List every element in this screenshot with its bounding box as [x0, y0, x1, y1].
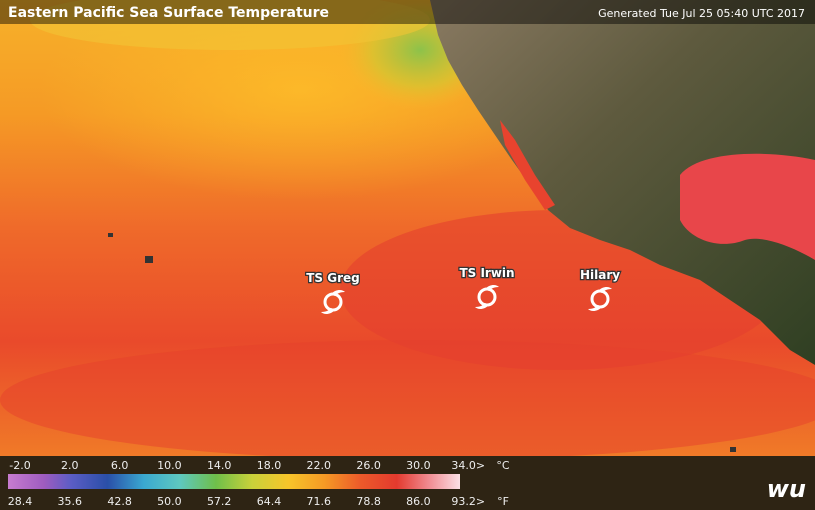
celsius-label: 14.0	[207, 459, 232, 472]
celsius-label: -2.0	[9, 459, 30, 472]
celsius-label: 26.0	[356, 459, 381, 472]
hot-area	[0, 340, 815, 460]
title-bar	[0, 0, 815, 24]
celsius-label: 6.0	[111, 459, 129, 472]
fahrenheit-unit: °F	[497, 495, 509, 508]
celsius-label: 18.0	[257, 459, 282, 472]
celsius-unit: °C	[496, 459, 510, 472]
celsius-label: 10.0	[157, 459, 182, 472]
storm-icon	[321, 290, 345, 314]
land	[430, 0, 815, 365]
gulf-california	[500, 120, 555, 210]
cool-area	[30, 0, 430, 50]
fahrenheit-label: 57.2	[207, 495, 232, 508]
storm-label: TS Irwin	[459, 266, 514, 280]
fahrenheit-label: 35.6	[58, 495, 83, 508]
storm-label: TS Greg	[306, 271, 360, 285]
fahrenheit-label: 50.0	[157, 495, 182, 508]
fahrenheit-label: 64.4	[257, 495, 282, 508]
celsius-label: 22.0	[307, 459, 332, 472]
color-scale	[8, 474, 460, 489]
storm: TS Greg	[305, 270, 361, 314]
fahrenheit-label: 86.0	[406, 495, 431, 508]
fahrenheit-label: 42.8	[107, 495, 132, 508]
celsius-label: 30.0	[406, 459, 431, 472]
storm-icon	[588, 287, 612, 311]
island	[730, 447, 736, 452]
generated-time: Generated Tue Jul 25 05:40 UTC 2017	[598, 7, 805, 20]
fahrenheit-label: 93.2>	[451, 495, 485, 508]
title: Eastern Pacific Sea Surface Temperature	[8, 5, 329, 21]
celsius-label: 2.0	[61, 459, 79, 472]
storm: Hilary	[579, 267, 621, 311]
storm: TS Irwin	[458, 265, 516, 309]
gulf-of-mexico	[680, 153, 815, 260]
fahrenheit-label: 71.6	[307, 495, 332, 508]
island	[145, 256, 153, 263]
storm-label: Hilary	[580, 268, 620, 282]
island	[108, 233, 113, 237]
fahrenheit-label: 78.8	[356, 495, 381, 508]
logo: wu	[767, 475, 806, 503]
celsius-label: 34.0>	[451, 459, 485, 472]
storm-icon	[475, 285, 499, 309]
fahrenheit-label: 28.4	[8, 495, 33, 508]
